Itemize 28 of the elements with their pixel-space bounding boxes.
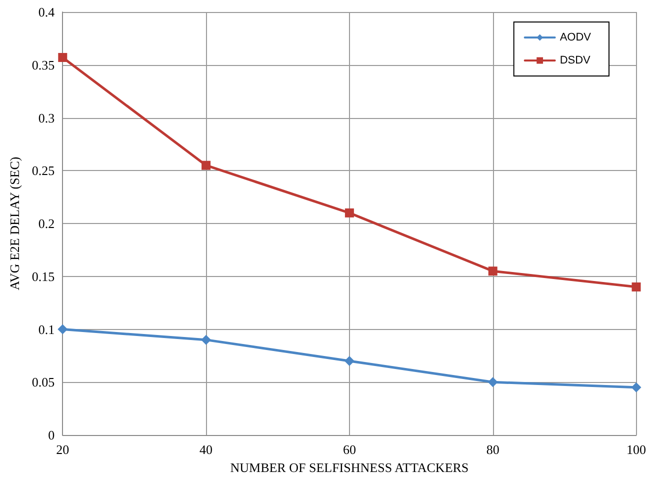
y-tick-label: 0.1 bbox=[38, 322, 55, 337]
point bbox=[344, 208, 354, 218]
point bbox=[631, 382, 642, 392]
y-tick-label: 0.4 bbox=[38, 4, 56, 20]
x-tick-label: 20 bbox=[56, 442, 70, 457]
y-tick-label: 0.2 bbox=[38, 216, 55, 231]
legend-label: AODV bbox=[560, 32, 592, 44]
y-tick-label: 0 bbox=[48, 428, 55, 442]
y-tick-label: 0.05 bbox=[32, 374, 55, 390]
point bbox=[488, 266, 498, 276]
x-tick-label: 60 bbox=[342, 442, 356, 457]
y-axis-title: AVG E2E DELAY (SEC) bbox=[7, 156, 22, 290]
x-tick-label: 40 bbox=[200, 442, 213, 457]
point bbox=[632, 282, 641, 292]
point bbox=[202, 160, 211, 170]
point bbox=[58, 52, 68, 62]
x-tick-label: 80 bbox=[486, 442, 500, 457]
y-tick-label: 0.3 bbox=[38, 110, 55, 126]
point bbox=[488, 377, 498, 388]
y-tick-label: 0.35 bbox=[32, 57, 55, 72]
point bbox=[201, 334, 212, 345]
x-tick-label: 100 bbox=[626, 442, 646, 457]
y-tick-label: 0.15 bbox=[32, 268, 55, 284]
point bbox=[58, 324, 68, 334]
legend-label: DSDV bbox=[560, 54, 592, 66]
y-tick-label: 0.25 bbox=[32, 163, 55, 178]
point bbox=[344, 356, 354, 366]
x-axis-title: NUMBER OF SELFISHNESS ATTACKERS bbox=[230, 460, 469, 475]
